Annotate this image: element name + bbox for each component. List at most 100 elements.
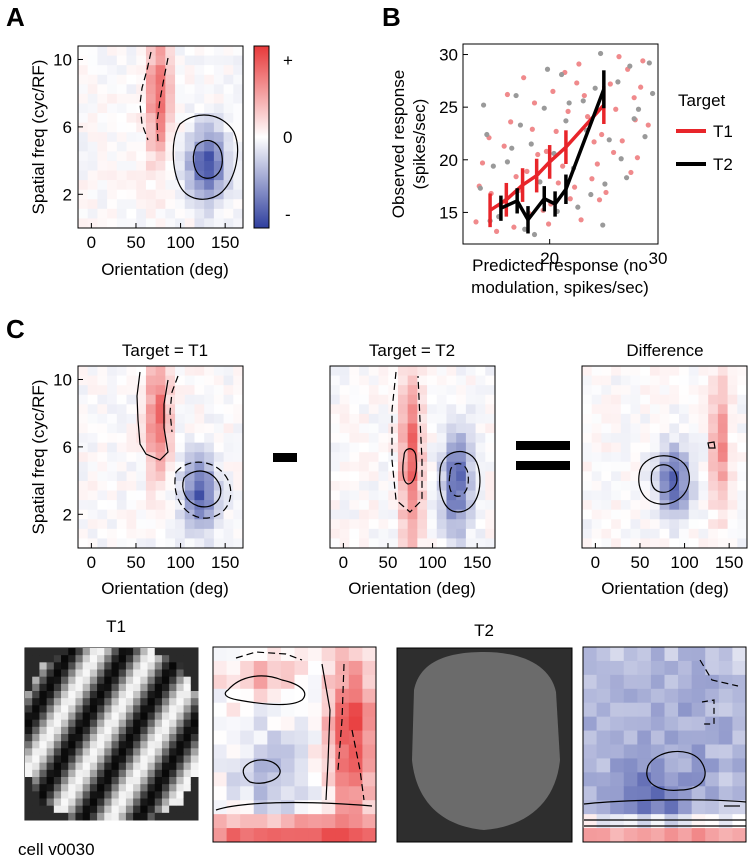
heatmap-cell: [240, 786, 255, 801]
heatmap-cell: [623, 814, 638, 829]
heatmap-cell: [253, 660, 268, 676]
heatmap-cell: [582, 366, 593, 377]
heatmap-cell: [155, 74, 166, 85]
x-tick-label: 150: [715, 553, 743, 572]
heatmap-cell: [155, 471, 166, 482]
heatmap-cell: [737, 423, 747, 434]
scatter-point-t1: [555, 180, 561, 186]
heatmap-cell: [446, 480, 457, 492]
heatmap-cell: [688, 500, 700, 511]
heatmap-cell: [717, 442, 729, 453]
heatmap-cell: [136, 199, 147, 210]
heatmap-cell: [155, 509, 166, 520]
heatmap-cell: [116, 461, 128, 472]
heatmap-cell: [330, 433, 341, 444]
grating-pixel: [104, 726, 112, 735]
heatmap-cell: [233, 199, 243, 210]
heatmap-cell: [698, 375, 709, 386]
grating-pixel: [46, 762, 55, 771]
heatmap-cell: [427, 385, 438, 396]
heatmap-cell: [446, 375, 457, 386]
heatmap-cell: [582, 538, 593, 548]
heatmap-cell: [321, 828, 336, 842]
heatmap-cell: [727, 423, 738, 434]
grating-pixel: [154, 676, 163, 685]
heatmap-cell: [184, 500, 196, 511]
grating-pixel: [75, 712, 84, 721]
heatmap-cell: [330, 394, 341, 405]
heatmap-cell: [583, 814, 598, 829]
heatmap-cell: [194, 208, 205, 220]
heatmap-cell: [213, 413, 225, 425]
grating-pixel: [68, 762, 76, 771]
heatmap-cell: [335, 660, 350, 676]
heatmap-cell: [107, 509, 118, 520]
heatmap-cell: [145, 509, 157, 520]
map-t2: [582, 646, 747, 843]
heatmap-cell: [204, 189, 215, 200]
heatmap-cell: [465, 366, 477, 377]
scatter-point-t1: [589, 176, 595, 182]
grating-pixel: [39, 698, 48, 706]
grating-pixel: [190, 777, 199, 785]
x-tick-label: 0: [87, 553, 96, 572]
heatmap-cell: [213, 122, 225, 133]
heatmap-cell: [583, 674, 598, 690]
heatmap-cell: [732, 730, 746, 746]
heatmap-cell: [388, 413, 399, 425]
grating-pixel: [97, 712, 105, 721]
heatmap-cell: [688, 528, 700, 540]
heatmap-cell: [727, 433, 738, 444]
heatmap-cell: [456, 538, 467, 548]
grating-pixel: [39, 683, 48, 692]
grating-pixel: [97, 676, 105, 685]
heatmap-cell: [620, 519, 632, 530]
heatmap-cell: [267, 786, 282, 801]
heatmap-cell: [175, 423, 186, 434]
grating-pixel: [61, 755, 69, 764]
heatmap-cell: [87, 160, 99, 172]
heatmap-cell: [175, 93, 186, 105]
heatmap-cell: [145, 442, 157, 453]
heatmap-cell: [223, 122, 234, 133]
heatmap-cell: [126, 113, 137, 124]
heatmap-cell: [97, 461, 108, 472]
heatmap-cell: [436, 375, 448, 386]
scatter-point-t2: [522, 226, 528, 232]
grating-pixel: [176, 748, 185, 756]
heatmap-cell: [368, 490, 380, 501]
heatmap-cell: [698, 413, 709, 425]
heatmap-cell: [388, 366, 399, 377]
heatmap-cell: [194, 490, 205, 501]
heatmap-cell: [175, 55, 186, 66]
heatmap-cell: [475, 528, 486, 540]
heatmap-cell: [97, 122, 108, 133]
heatmap-cell: [485, 480, 495, 492]
heatmap-cell: [611, 480, 622, 492]
grating-pixel: [61, 734, 69, 742]
scatter-point-t2: [597, 50, 604, 57]
grating-pixel: [140, 805, 149, 814]
heatmap-cell: [649, 480, 661, 492]
scatter-point-t1: [511, 224, 517, 230]
heatmap-cell: [116, 160, 128, 172]
grating-pixel: [176, 691, 185, 699]
heatmap-cell: [78, 500, 89, 511]
heatmap-cell: [591, 394, 603, 405]
heatmap-cell: [596, 814, 611, 829]
heatmap-cell: [378, 480, 389, 492]
grating-pixel: [133, 676, 141, 685]
heatmap-cell: [233, 375, 243, 386]
heatmap-cell: [417, 413, 428, 425]
heatmap-cell: [417, 528, 428, 540]
heatmap-cell: [601, 366, 612, 377]
heatmap-cell: [126, 538, 137, 548]
heatmap-cell: [630, 500, 641, 511]
grating-pixel: [118, 798, 127, 807]
grating-pixel: [183, 798, 192, 807]
heatmap-cell: [165, 433, 176, 444]
grating-pixel: [161, 676, 170, 685]
heatmap-cell: [583, 647, 598, 662]
heatmap-cell: [737, 519, 747, 530]
heatmap-cell: [698, 423, 709, 434]
